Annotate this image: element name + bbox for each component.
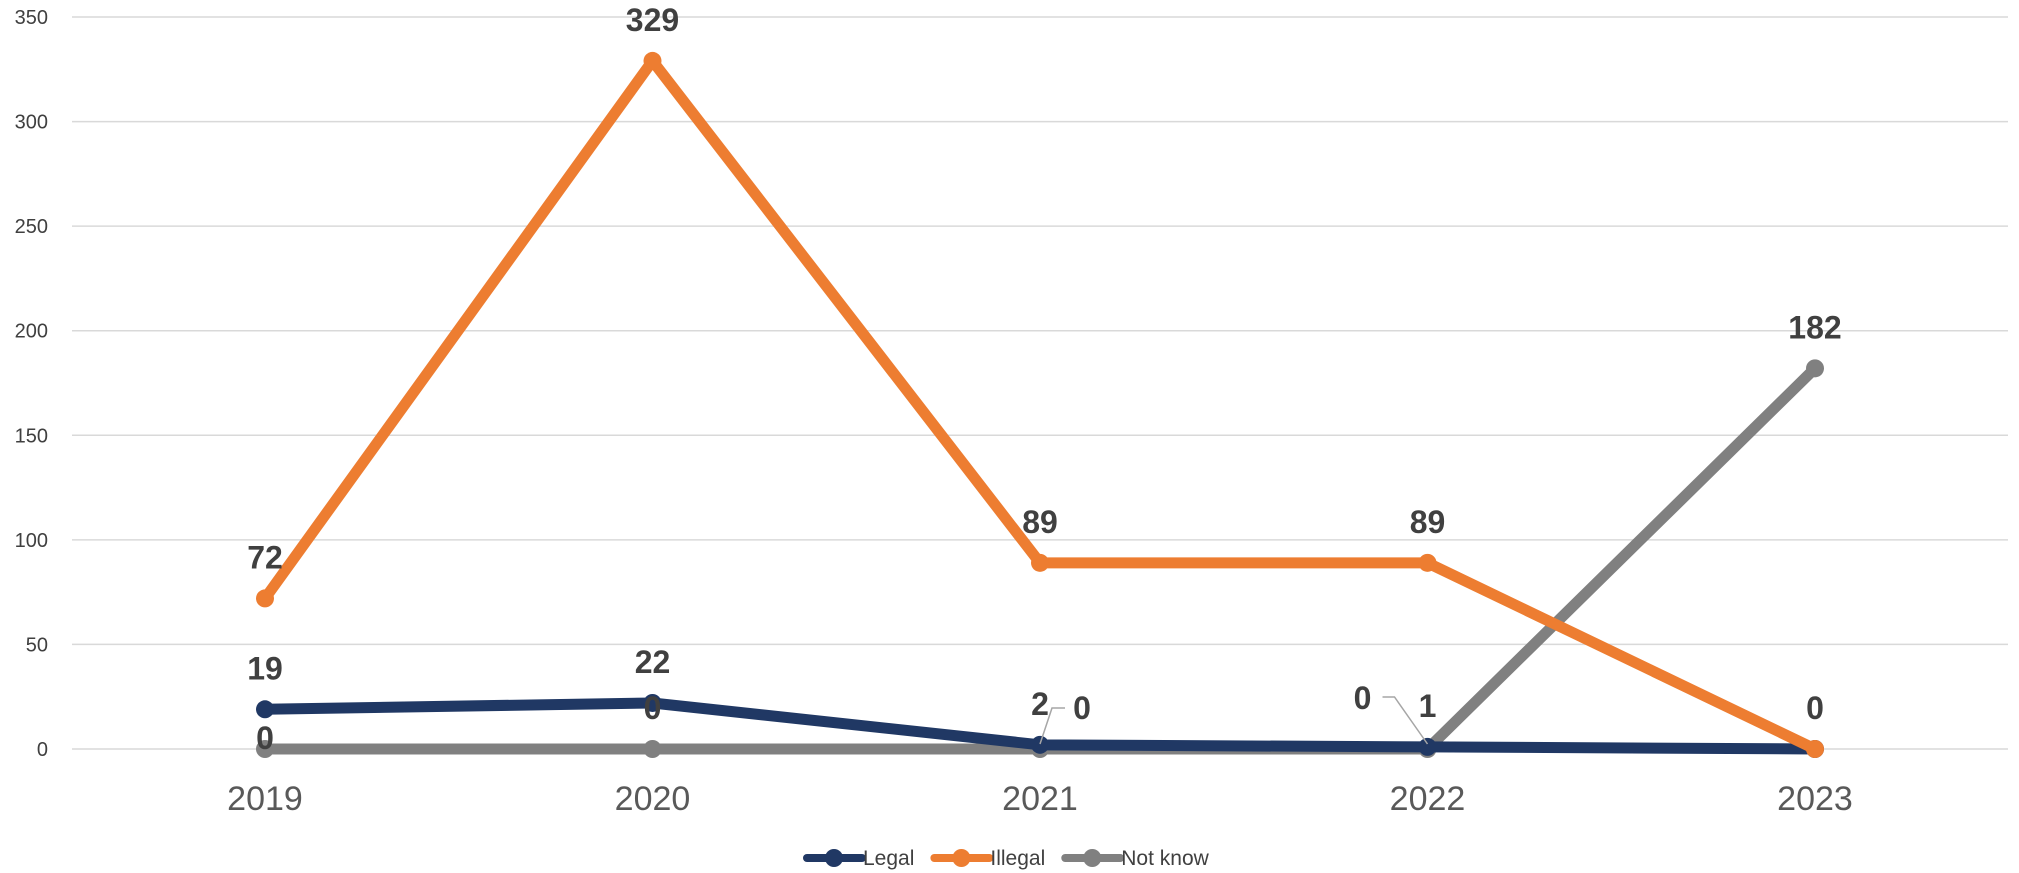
y-tick-label: 200 [15, 321, 48, 343]
point-illegal [643, 51, 662, 70]
x-axis: 2019 2020 2021 2022 2023 [227, 780, 1853, 818]
data-label-not-know: 0 [256, 720, 274, 756]
data-label-legal: 19 [247, 650, 283, 686]
point-legal [643, 693, 662, 712]
label-leader-line [1382, 696, 1429, 745]
data-label-not-know: 182 [1788, 309, 1841, 345]
x-tick-label: 2022 [1390, 780, 1466, 818]
series-group [256, 51, 1824, 758]
gridlines [72, 16, 2008, 750]
label-leader-line [1039, 707, 1065, 745]
x-tick-label: 2021 [1002, 780, 1078, 818]
point-illegal [1418, 553, 1437, 572]
point-legal [1418, 737, 1437, 756]
point-not-know [256, 740, 274, 758]
y-tick-label: 0 [37, 739, 48, 761]
data-label-illegal: 89 [1410, 504, 1446, 540]
data-label-not-know: 0 [644, 690, 662, 726]
y-tick-label: 350 [15, 7, 48, 29]
legend-entry: Illegal [990, 847, 1045, 870]
point-illegal [1806, 740, 1824, 758]
y-tick-label: 250 [15, 216, 48, 238]
data-label-not-know: 0 [1073, 690, 1091, 726]
x-tick-label: 2023 [1777, 780, 1853, 818]
point-legal [1031, 735, 1049, 754]
point-not-know [643, 740, 662, 758]
point-illegal [1031, 553, 1049, 572]
legend-marker [952, 849, 971, 867]
legend-marker [825, 849, 843, 867]
data-label-legal: 22 [635, 644, 671, 680]
data-label-illegal: 329 [626, 2, 679, 38]
data-label-illegal: 72 [247, 539, 283, 575]
y-tick-label: 50 [26, 634, 48, 656]
data-label-legal: 2 [1031, 686, 1049, 722]
legend-marker [1083, 849, 1102, 867]
data-label-legal: 1 [1419, 688, 1437, 724]
y-tick-label: 100 [15, 530, 48, 552]
data-label-illegal: 0 [1806, 690, 1824, 726]
legend-entry: Not know [1121, 847, 1209, 870]
series-line-illegal [259, 55, 1821, 755]
legend-entry: Legal [863, 847, 914, 870]
data-label-not-know: 0 [1354, 680, 1372, 716]
x-tick-label: 2019 [227, 780, 303, 818]
x-tick-label: 2020 [615, 780, 691, 818]
point-illegal [256, 589, 274, 608]
data-label-illegal: 89 [1022, 504, 1058, 540]
y-axis: 0 50 100 150 200 250 300 350 [15, 7, 48, 761]
point-not-know [1806, 359, 1824, 378]
point-legal [256, 700, 274, 719]
legend: Legal Illegal Not know [803, 847, 1210, 870]
y-tick-label: 300 [15, 112, 48, 134]
y-tick-label: 150 [15, 425, 48, 447]
